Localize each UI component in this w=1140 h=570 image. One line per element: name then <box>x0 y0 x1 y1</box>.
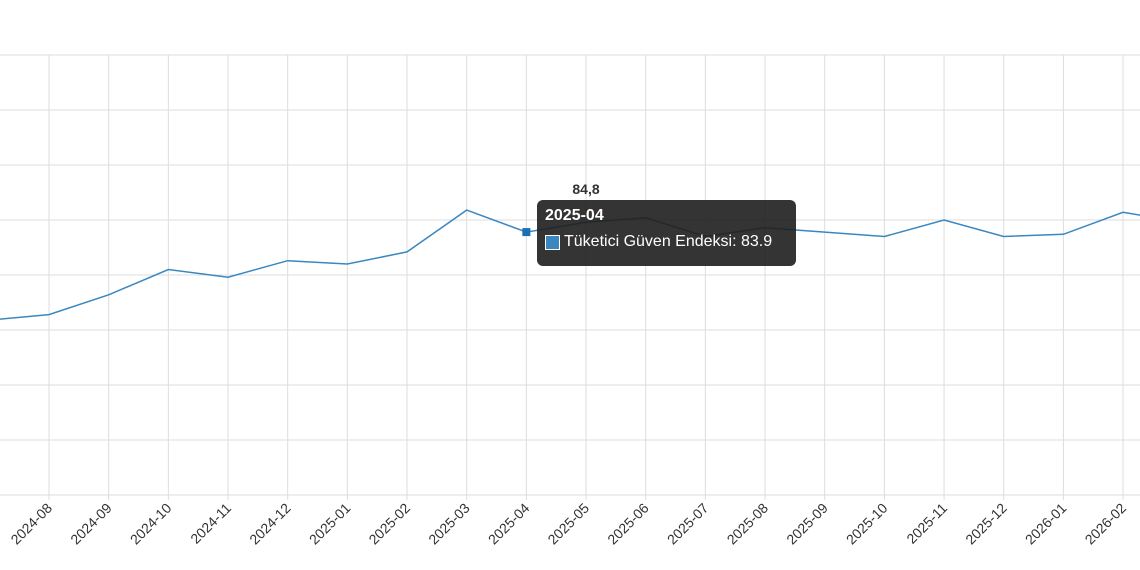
tooltip-sep: : <box>732 233 741 250</box>
x-tick-label: 2024-11 <box>187 500 234 547</box>
tooltip-row: Tüketici Güven Endeksi: 83.9 <box>545 233 788 251</box>
tooltip-swatch <box>545 234 560 250</box>
data-label: 84,8 <box>572 181 599 197</box>
x-tick-label: 2025-11 <box>903 500 950 547</box>
x-tick-label: 2025-09 <box>783 500 831 548</box>
x-tick-label: 2024-09 <box>67 500 115 548</box>
x-tick-label: 2024-08 <box>7 500 55 548</box>
x-tick-label: 2025-07 <box>664 500 712 548</box>
tooltip-title: 2025-04 <box>545 207 604 224</box>
x-tick-label: 2025-10 <box>843 500 891 548</box>
x-tick-label: 2025-06 <box>604 500 652 548</box>
x-tick-label: 2025-08 <box>724 500 772 548</box>
x-tick-label: 2025-01 <box>306 500 354 548</box>
x-tick-label: 2025-04 <box>485 500 533 548</box>
x-tick-label: 2024-12 <box>246 500 294 548</box>
x-tick-label: 2026-01 <box>1022 500 1070 548</box>
hover-point <box>522 228 531 237</box>
tooltip: 2025-04 Tüketici Güven Endeksi: 83.9 <box>537 200 796 266</box>
tooltip-series: Tüketici Güven Endeksi <box>564 233 733 250</box>
tooltip-value: 83.9 <box>740 233 773 250</box>
x-tick-label: 2024-10 <box>127 500 175 548</box>
x-tick-label: 2026-02 <box>1082 500 1130 548</box>
x-tick-label: 2025-05 <box>544 500 592 548</box>
x-tick-label: 2025-12 <box>962 500 1010 548</box>
x-tick-label: 2025-03 <box>425 500 473 548</box>
x-tick-label: 2025-02 <box>365 500 413 548</box>
